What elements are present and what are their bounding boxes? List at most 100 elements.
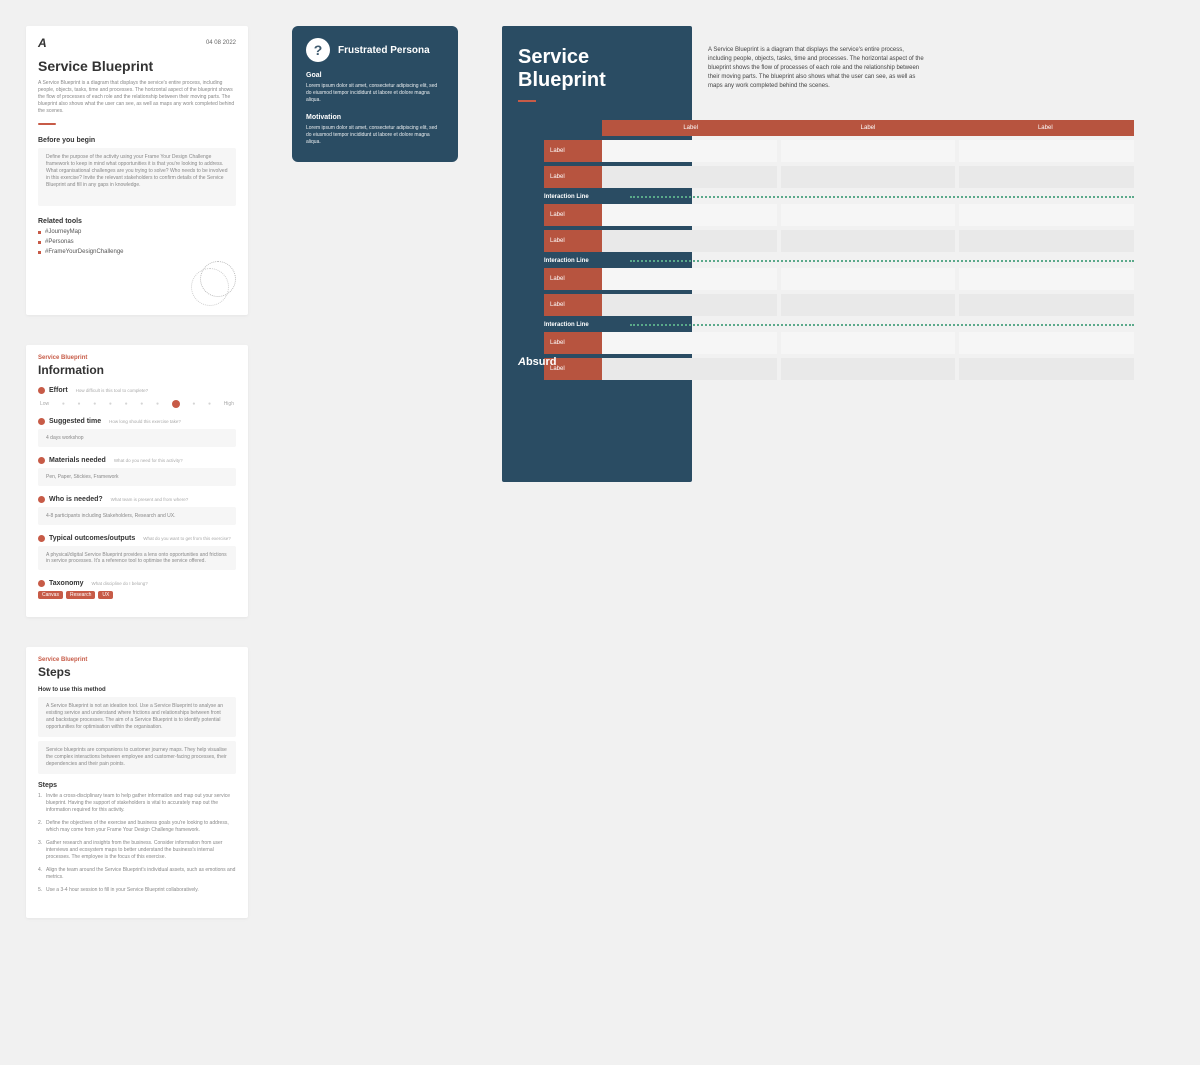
tag[interactable]: Canvas — [38, 591, 63, 599]
swim-cell[interactable] — [959, 140, 1134, 162]
accent-rule — [518, 100, 536, 102]
swim-cell[interactable] — [602, 294, 777, 316]
how-heading: How to use this method — [38, 687, 236, 693]
taxonomy-label: TaxonomyWhat discipline do I belong? — [38, 580, 236, 587]
swim-cell[interactable] — [781, 268, 956, 290]
swim-cell[interactable] — [959, 332, 1134, 354]
before-heading: Before you begin — [38, 137, 236, 144]
overview-title: Service Blueprint — [38, 58, 236, 74]
effort-selected — [172, 400, 180, 408]
swim-row-label: Label — [544, 166, 602, 188]
step-item: Invite a cross-disciplinary team to help… — [38, 793, 236, 814]
outcomes-value: A physical/digital Service Blueprint pro… — [38, 546, 236, 570]
steps-intro2: Service blueprints are companions to cus… — [38, 741, 236, 774]
related-item[interactable]: #JourneyMap — [38, 229, 236, 235]
related-tools-list: #JourneyMap #Personas #FrameYourDesignCh… — [38, 229, 236, 255]
related-item[interactable]: #Personas — [38, 239, 236, 245]
swim-row-label: Label — [544, 332, 602, 354]
interaction-line: Interaction Line — [544, 258, 1134, 264]
swim-cell[interactable] — [602, 358, 777, 380]
overview-desc: A Service Blueprint is a diagram that di… — [38, 80, 236, 115]
steps-intro1: A Service Blueprint is not an ideation t… — [38, 697, 236, 737]
swim-cell[interactable] — [781, 204, 956, 226]
effort-label: EffortHow difficult is this tool to comp… — [38, 387, 236, 394]
swim-row: Label — [544, 332, 1134, 354]
persona-motivation-body: Lorem ipsum dolor sit amet, consectetur … — [306, 125, 444, 146]
effort-scale[interactable]: Low ●●●● ●●● ●● High — [38, 400, 236, 408]
swim-cell[interactable] — [602, 268, 777, 290]
steps-card: Service Blueprint Steps How to use this … — [26, 647, 248, 918]
before-body: Define the purpose of the activity using… — [38, 148, 236, 206]
poster-brand-logo: Absurd — [518, 356, 557, 368]
persona-goal-heading: Goal — [306, 72, 444, 79]
steps-heading: Steps — [38, 782, 236, 789]
swimlane-header: LabelLabelLabel — [602, 120, 1134, 136]
swim-cell[interactable] — [959, 358, 1134, 380]
steps-title: Steps — [38, 665, 236, 679]
steps-list: Invite a cross-disciplinary team to help… — [38, 793, 236, 894]
swim-header-cell: Label — [602, 120, 779, 136]
swim-cell[interactable] — [959, 268, 1134, 290]
swim-cell[interactable] — [602, 230, 777, 252]
step-item: Use a 3-4 hour session to fill in your S… — [38, 887, 236, 894]
persona-avatar-icon: ? — [306, 38, 330, 62]
swim-cell[interactable] — [959, 204, 1134, 226]
tag[interactable]: UX — [98, 591, 113, 599]
swim-row: Label — [544, 204, 1134, 226]
persona-goal-body: Lorem ipsum dolor sit amet, consectetur … — [306, 83, 444, 104]
left-column: A 04 08 2022 Service Blueprint A Service… — [26, 26, 248, 918]
interaction-label: Interaction Line — [544, 258, 624, 264]
blueprint-poster: Service Blueprint A Service Blueprint is… — [502, 26, 1134, 400]
swim-cell[interactable] — [781, 140, 956, 162]
poster-description: A Service Blueprint is a diagram that di… — [708, 46, 928, 102]
interaction-label: Interaction Line — [544, 322, 624, 328]
swim-row-label: Label — [544, 230, 602, 252]
swim-cell[interactable] — [781, 230, 956, 252]
step-item: Align the team around the Service Bluepr… — [38, 867, 236, 881]
swim-row-label: Label — [544, 140, 602, 162]
swimlane-area: LabelLabelLabel LabelLabelInteraction Li… — [502, 120, 1134, 380]
who-label: Who is needed?What team is present and f… — [38, 496, 236, 503]
swim-row-label: Label — [544, 204, 602, 226]
outcomes-label: Typical outcomes/outputsWhat do you want… — [38, 535, 236, 542]
poster-title: Service Blueprint — [518, 46, 668, 92]
swim-row: Label — [544, 294, 1134, 316]
time-label: Suggested timeHow long should this exerc… — [38, 418, 236, 425]
taxonomy-tags: Canvas Research UX — [38, 591, 236, 599]
decorative-circle — [200, 261, 236, 297]
swim-row: Label — [544, 140, 1134, 162]
interaction-label: Interaction Line — [544, 194, 624, 200]
swim-cell[interactable] — [781, 332, 956, 354]
related-item[interactable]: #FrameYourDesignChallenge — [38, 249, 236, 255]
swim-row: Label — [544, 230, 1134, 252]
persona-motivation-heading: Motivation — [306, 114, 444, 121]
overview-card: A 04 08 2022 Service Blueprint A Service… — [26, 26, 248, 315]
swim-cell[interactable] — [781, 358, 956, 380]
brand-logo: A — [38, 36, 47, 50]
swim-cell[interactable] — [959, 294, 1134, 316]
interaction-line: Interaction Line — [544, 322, 1134, 328]
swim-cell[interactable] — [781, 166, 956, 188]
info-eyebrow: Service Blueprint — [38, 355, 236, 361]
step-item: Define the objectives of the exercise an… — [38, 820, 236, 834]
steps-eyebrow: Service Blueprint — [38, 657, 236, 663]
time-value: 4 days workshop — [38, 429, 236, 447]
accent-rule — [38, 123, 56, 125]
information-card: Service Blueprint Information EffortHow … — [26, 345, 248, 617]
info-title: Information — [38, 363, 236, 377]
swim-row-label: Label — [544, 268, 602, 290]
swim-cell[interactable] — [781, 294, 956, 316]
swim-header-cell: Label — [957, 120, 1134, 136]
swim-cell[interactable] — [602, 140, 777, 162]
swim-cell[interactable] — [959, 230, 1134, 252]
persona-card: ? Frustrated Persona Goal Lorem ipsum do… — [292, 26, 458, 162]
swim-row-label: Label — [544, 294, 602, 316]
design-canvas: A 04 08 2022 Service Blueprint A Service… — [26, 26, 1174, 918]
swim-cell[interactable] — [602, 166, 777, 188]
swim-row: Label — [544, 268, 1134, 290]
swim-cell[interactable] — [602, 332, 777, 354]
tag[interactable]: Research — [66, 591, 95, 599]
swim-cell[interactable] — [602, 204, 777, 226]
related-heading: Related tools — [38, 218, 236, 225]
swim-cell[interactable] — [959, 166, 1134, 188]
